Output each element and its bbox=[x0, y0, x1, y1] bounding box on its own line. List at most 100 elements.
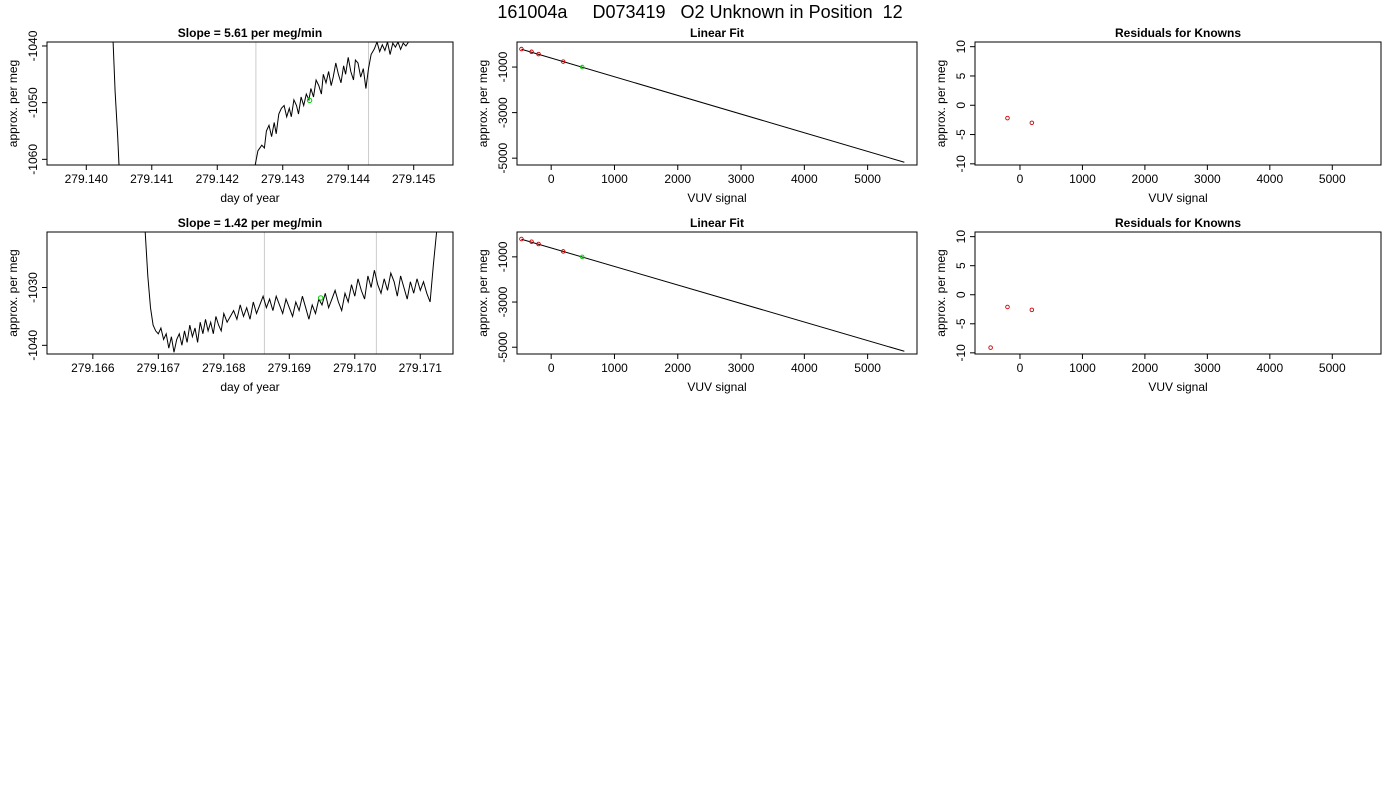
x-tick-label: 279.144 bbox=[327, 172, 371, 186]
y-axis-label: approx. per meg bbox=[476, 249, 490, 336]
y-tick-label: -1040 bbox=[26, 330, 40, 361]
x-tick-label: 279.141 bbox=[130, 172, 174, 186]
y-axis-label: approx. per meg bbox=[476, 60, 490, 147]
y-tick-label: -1050 bbox=[26, 87, 40, 118]
data-point bbox=[529, 49, 534, 55]
y-axis-label: approx. per meg bbox=[6, 249, 20, 336]
x-tick-label: 2000 bbox=[664, 172, 691, 186]
x-tick-label: 1000 bbox=[601, 361, 628, 375]
y-tick-label: 10 bbox=[954, 230, 968, 244]
x-tick-label: 279.143 bbox=[261, 172, 305, 186]
y-tick-label: -3000 bbox=[496, 97, 510, 128]
x-axis-label: VUV signal bbox=[687, 380, 746, 394]
data-point bbox=[536, 241, 541, 247]
x-tick-label: 3000 bbox=[1194, 172, 1221, 186]
panel-3: 0 1000 2000 3000 4000 5000 -10 -5 0 5 10 Residuals … bbox=[934, 26, 1382, 205]
data-point bbox=[519, 46, 524, 52]
x-tick-label: 4000 bbox=[1256, 361, 1283, 375]
y-tick-label: -10 bbox=[954, 155, 968, 173]
data-point bbox=[560, 249, 566, 254]
fit-line bbox=[521, 238, 905, 352]
panel-title: Linear Fit bbox=[690, 26, 744, 40]
y-axis-label: approx. per meg bbox=[934, 60, 948, 147]
panel-4: 279.166 279.167 279.168 279.169 279.170 279.1… bbox=[6, 216, 454, 394]
data-point bbox=[1029, 120, 1035, 126]
data-point bbox=[519, 236, 524, 242]
x-tick-label: 279.170 bbox=[333, 361, 377, 375]
y-tick-label: 10 bbox=[954, 40, 968, 54]
y-tick-label: -5000 bbox=[496, 143, 510, 174]
data-point bbox=[536, 51, 541, 57]
x-tick-label: 3000 bbox=[728, 172, 755, 186]
panel-6: 0 1000 2000 3000 4000 5000 -10 -5 0 5 10 Residuals … bbox=[934, 216, 1382, 394]
x-tick-label: 1000 bbox=[1069, 361, 1096, 375]
series-line bbox=[112, 42, 409, 165]
panel-title: Slope = 5.61 per meg/min bbox=[178, 26, 322, 40]
x-tick-label: 279.171 bbox=[399, 361, 443, 375]
y-tick-label: 5 bbox=[954, 72, 968, 79]
plot-frame bbox=[516, 231, 918, 355]
plot-frame bbox=[974, 231, 1382, 355]
x-tick-label: 279.145 bbox=[392, 172, 436, 186]
data-point bbox=[529, 239, 534, 244]
y-tick-label: 5 bbox=[954, 262, 968, 269]
series-line bbox=[144, 232, 438, 353]
x-tick-label: 1000 bbox=[1069, 172, 1096, 186]
plot-frame bbox=[974, 41, 1382, 166]
x-tick-label: 2000 bbox=[1132, 361, 1159, 375]
x-tick-label: 3000 bbox=[728, 361, 755, 375]
y-tick-label: -10 bbox=[954, 344, 968, 362]
x-axis-label: day of year bbox=[220, 380, 279, 394]
x-tick-label: 4000 bbox=[791, 361, 818, 375]
x-tick-label: 0 bbox=[548, 361, 555, 375]
panel-1: 279.140 279.141 279.142 279.143 279.144 279.1… bbox=[6, 26, 454, 205]
data-point bbox=[1005, 304, 1010, 310]
y-axis-label: approx. per meg bbox=[934, 249, 948, 336]
x-tick-label: 2000 bbox=[1132, 172, 1159, 186]
y-tick-label: -1060 bbox=[26, 144, 40, 175]
x-tick-label: 5000 bbox=[854, 172, 881, 186]
y-tick-label: -5 bbox=[954, 129, 968, 140]
x-tick-label: 279.168 bbox=[202, 361, 246, 375]
x-tick-label: 279.166 bbox=[71, 361, 115, 375]
y-tick-label: 0 bbox=[954, 291, 968, 298]
data-point bbox=[579, 64, 585, 70]
fit-line bbox=[521, 48, 905, 163]
panel-2: 0 1000 2000 3000 4000 5000 -5000 -3000 -1000 Line… bbox=[476, 26, 918, 205]
x-axis-label: day of year bbox=[220, 191, 279, 205]
x-tick-label: 1000 bbox=[601, 172, 628, 186]
x-tick-label: 279.142 bbox=[196, 172, 240, 186]
panel-title: Residuals for Knowns bbox=[1115, 216, 1241, 230]
page-title: 161004a D073419 O2 Unknown in Position 1… bbox=[497, 2, 903, 22]
y-tick-label: 0 bbox=[954, 102, 968, 109]
panel-title: Slope = 1.42 per meg/min bbox=[178, 216, 322, 230]
x-tick-label: 5000 bbox=[1319, 361, 1346, 375]
plot-frame bbox=[46, 41, 454, 166]
y-tick-label: -3000 bbox=[496, 286, 510, 317]
y-tick-label: -5 bbox=[954, 318, 968, 329]
y-axis-label: approx. per meg bbox=[6, 60, 20, 147]
x-axis-label: VUV signal bbox=[1148, 380, 1207, 394]
y-tick-label: -1000 bbox=[496, 51, 510, 82]
x-tick-label: 0 bbox=[548, 172, 555, 186]
x-axis-label: VUV signal bbox=[1148, 191, 1207, 205]
y-tick-label: -5000 bbox=[496, 332, 510, 363]
plot-frame bbox=[46, 231, 454, 355]
x-tick-label: 279.169 bbox=[268, 361, 312, 375]
x-tick-label: 5000 bbox=[1319, 172, 1346, 186]
plot-frame bbox=[516, 41, 918, 166]
data-point bbox=[560, 59, 566, 64]
x-tick-label: 2000 bbox=[664, 361, 691, 375]
x-axis-label: VUV signal bbox=[687, 191, 746, 205]
panel-title: Residuals for Knowns bbox=[1115, 26, 1241, 40]
x-tick-label: 4000 bbox=[791, 172, 818, 186]
sample-marker bbox=[318, 295, 324, 301]
panel-title: Linear Fit bbox=[690, 216, 744, 230]
x-tick-label: 3000 bbox=[1194, 361, 1221, 375]
data-point bbox=[1029, 307, 1035, 313]
data-point bbox=[1005, 115, 1010, 121]
data-point bbox=[988, 345, 993, 350]
sample-marker bbox=[306, 97, 313, 104]
x-tick-label: 4000 bbox=[1256, 172, 1283, 186]
